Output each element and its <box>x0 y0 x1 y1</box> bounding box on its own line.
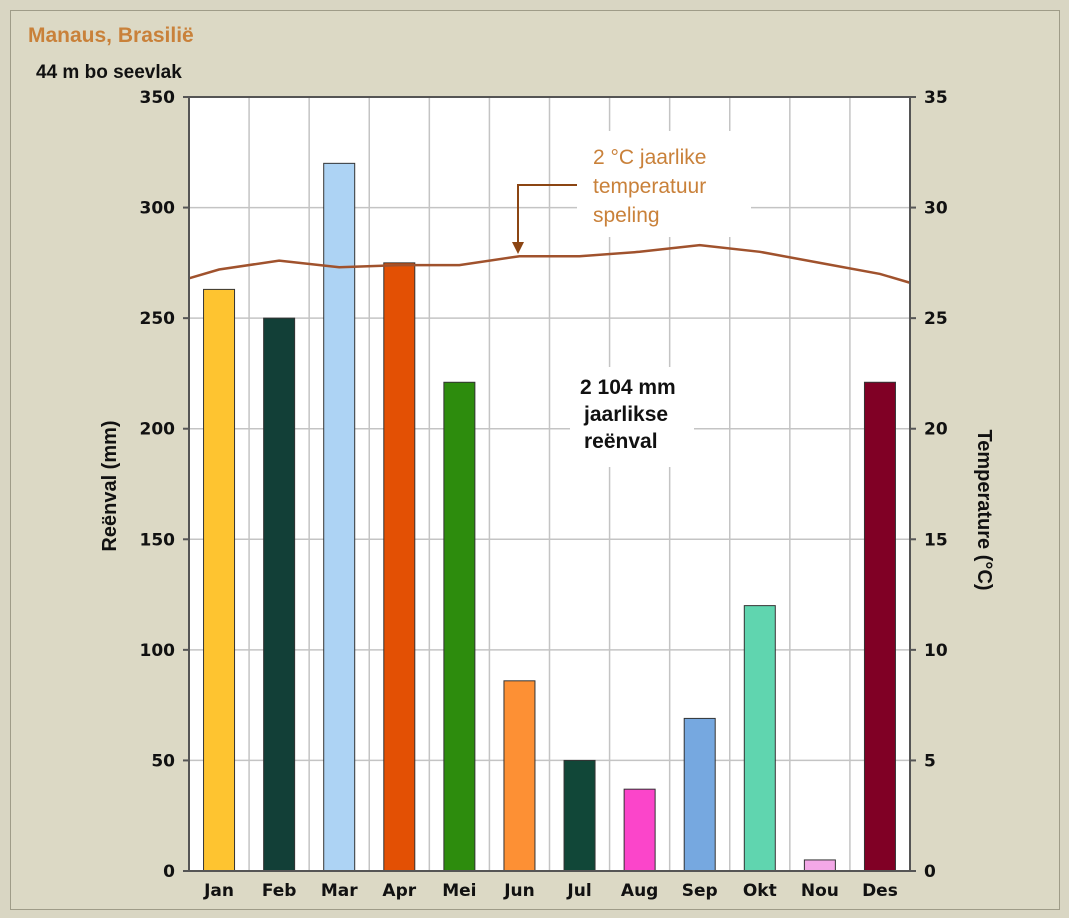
y-tick-label: 200 <box>140 420 176 440</box>
rainfall-bars <box>203 162 896 872</box>
temperature-line <box>188 243 911 284</box>
x-tick-label: Feb <box>262 881 297 901</box>
temperature-range-text: speling <box>593 204 660 227</box>
y-tick-label: 0 <box>163 862 175 882</box>
annual-rainfall-text: jaarlikse <box>583 403 668 426</box>
bar-aug <box>623 788 656 872</box>
bar-nou <box>803 859 836 872</box>
x-tick-label: Jul <box>566 881 591 901</box>
x-tick-label: Nou <box>801 881 839 901</box>
x-tick-label: Jun <box>503 881 535 901</box>
temperature-range-text: 2 °C jaarlike <box>593 146 706 169</box>
x-tick-label: Mei <box>442 881 476 901</box>
temperature-series-line <box>188 243 911 284</box>
bar-mei <box>443 381 476 872</box>
y-tick-label: 50 <box>151 751 175 771</box>
annotations: 2 °C jaarlike temperatuur speling 2 104 mm j… <box>512 131 751 467</box>
y2-tick-label: 10 <box>924 641 948 661</box>
y-tick-label: 100 <box>140 641 176 661</box>
temperature-range-box <box>577 131 751 237</box>
chart-title: Manaus, Brasilië <box>28 24 194 47</box>
axes <box>188 96 911 872</box>
x-tick-label: Aug <box>621 881 658 901</box>
y2-tick-label: 0 <box>924 862 936 882</box>
bar-feb <box>263 317 296 872</box>
y2-tick-label: 35 <box>924 88 948 108</box>
annual-rainfall-text: 2 104 mm <box>580 376 676 399</box>
bar-des <box>863 381 896 872</box>
annual-rainfall-text: reënval <box>584 430 658 453</box>
bar-jul <box>563 759 596 872</box>
chart-subtitle: 44 m bo seevlak <box>36 62 182 83</box>
tick-labels: 0 50 100 150 200 250 300 350 0 5 10 15 20 25 30 35 Jan Fe… <box>140 88 948 901</box>
plot-border <box>188 96 911 872</box>
y-axis-label: Reënval (mm) <box>99 420 121 551</box>
bar-okt <box>743 605 776 872</box>
bar-jan <box>203 288 236 872</box>
x-tick-label: Mar <box>321 881 358 901</box>
x-tick-label: Okt <box>743 881 777 901</box>
x-tick-label: Apr <box>382 881 416 901</box>
temperature-range-text: temperatuur <box>593 175 706 198</box>
x-tick-label: Des <box>862 881 898 901</box>
y2-tick-label: 25 <box>924 309 948 329</box>
x-tick-label: Sep <box>682 881 718 901</box>
y2-tick-label: 5 <box>924 751 936 771</box>
y2-tick-label: 20 <box>924 420 948 440</box>
arrow-line <box>517 184 577 250</box>
y-tick-label: 150 <box>140 530 176 550</box>
y-tick-label: 250 <box>140 309 176 329</box>
bar-sep <box>683 717 716 872</box>
y2-axis-label: Temperature (°C) <box>973 430 995 591</box>
y-tick-label: 300 <box>140 199 176 219</box>
x-tick-label: Jan <box>203 881 234 901</box>
y2-tick-label: 30 <box>924 199 948 219</box>
arrow-head <box>512 242 524 254</box>
bar-mar <box>323 162 356 872</box>
annual-rainfall-box <box>570 367 694 467</box>
y2-tick-label: 15 <box>924 530 948 550</box>
bar-jun <box>503 680 536 872</box>
bar-apr <box>383 262 416 872</box>
y-tick-label: 350 <box>140 88 176 108</box>
